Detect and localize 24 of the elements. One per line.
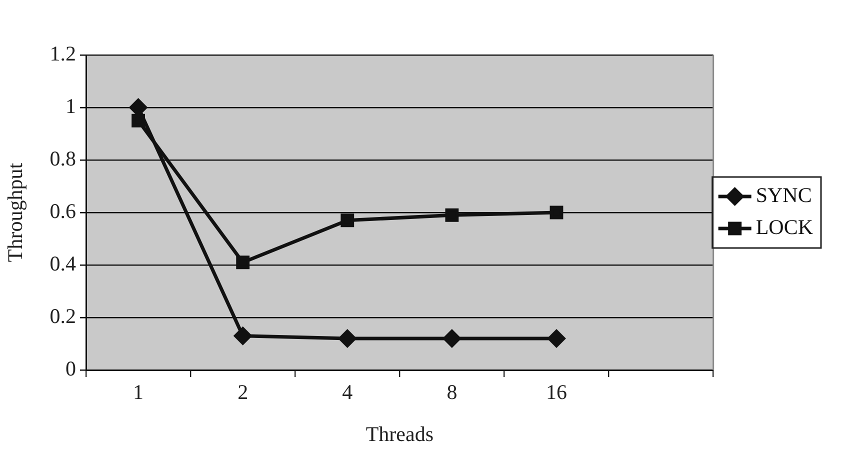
y-tick-label: 0.6 (50, 199, 76, 224)
y-tick-label: 0.8 (50, 146, 76, 171)
y-tick-label: 0.2 (50, 304, 76, 328)
y-axis-title: Throughput (3, 162, 28, 262)
x-tick-label: 1 (133, 380, 144, 404)
x-tick-label: 4 (342, 380, 354, 404)
y-tick-label: 1.2 (50, 42, 76, 66)
point (338, 330, 356, 348)
point (236, 256, 250, 270)
point (550, 206, 564, 220)
point (340, 214, 354, 228)
x-axis-title: Threads (366, 422, 434, 446)
point (548, 330, 566, 348)
x-tick-label: 2 (238, 380, 248, 404)
point (234, 327, 252, 345)
legend-label: LOCK (756, 215, 814, 240)
x-tick-label: 16 (546, 380, 567, 404)
point (445, 208, 459, 222)
y-tick-label: 0.4 (50, 252, 76, 276)
y-tick-label: 1 (66, 94, 76, 118)
legend-label: SYNC (756, 183, 812, 208)
x-tick-label: 8 (446, 380, 458, 404)
point (443, 330, 461, 348)
y-tick-label: 0 (66, 356, 76, 381)
